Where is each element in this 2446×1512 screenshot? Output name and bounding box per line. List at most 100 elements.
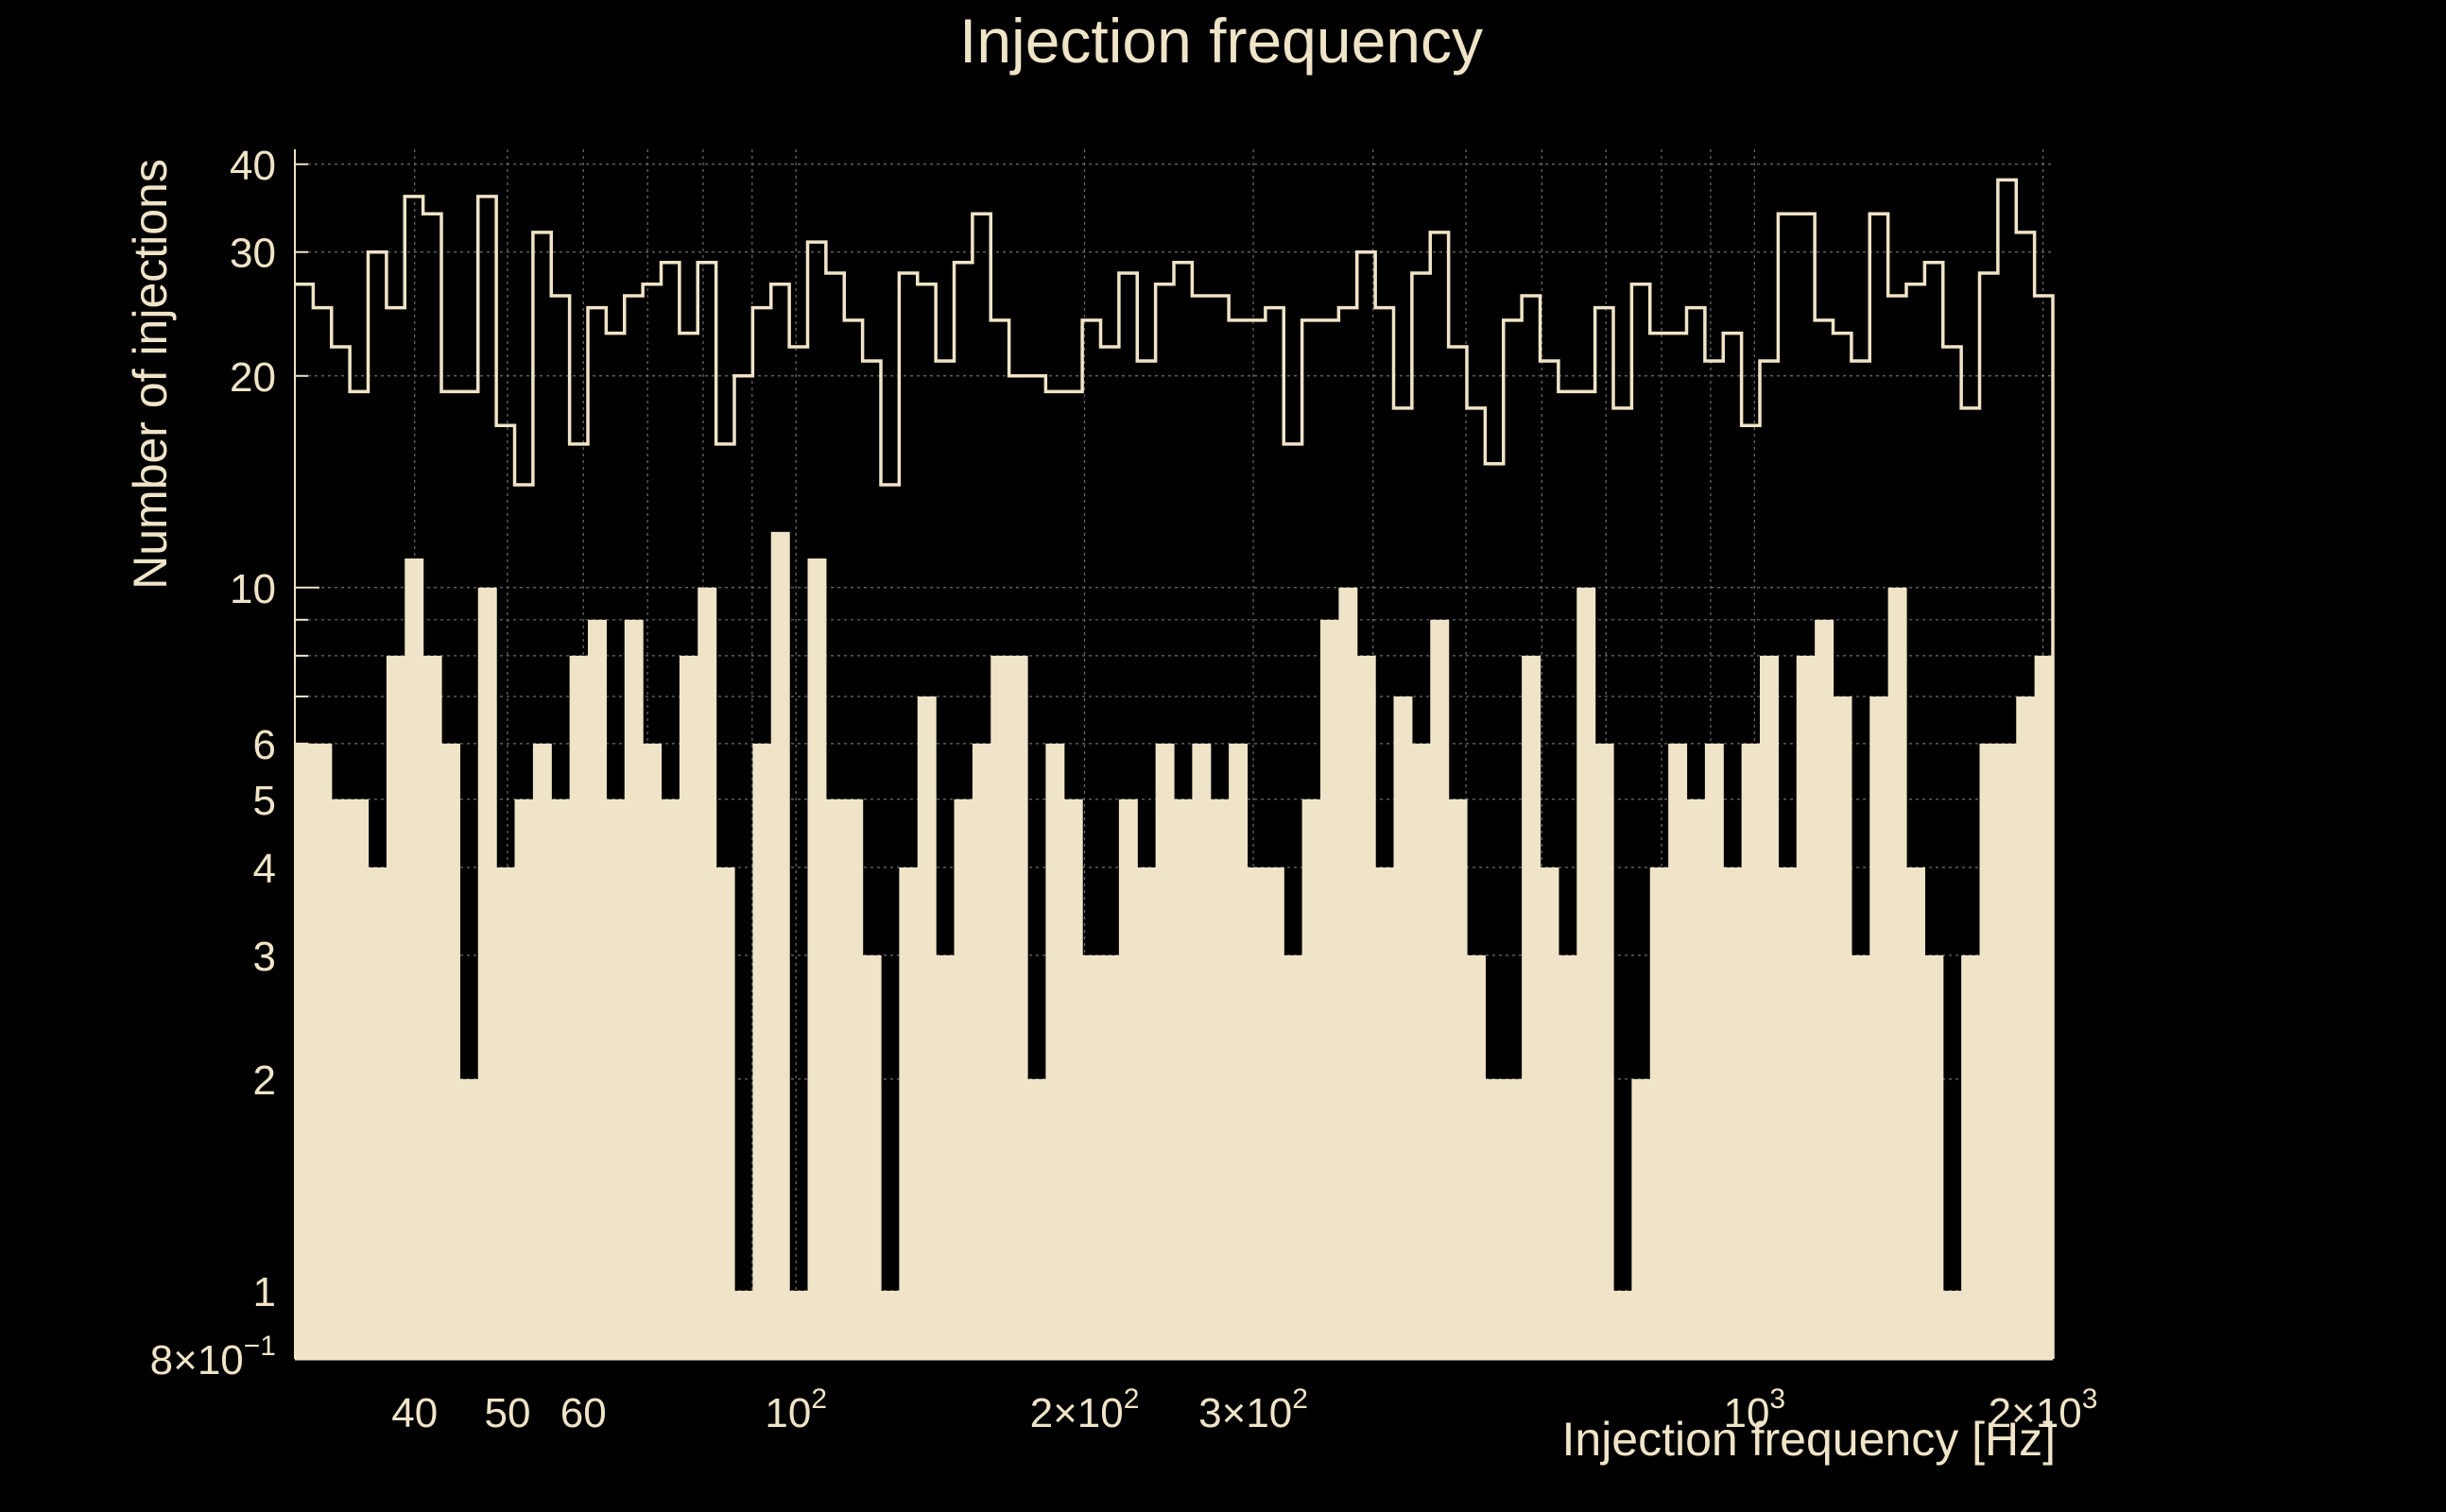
y-tick-label: 10: [230, 566, 276, 612]
histogram-bar: [1815, 619, 1834, 1359]
histogram-bar: [569, 655, 589, 1359]
outline-histogram-line: [295, 178, 2055, 1359]
histogram-bar: [350, 799, 370, 1359]
histogram-bar: [1485, 1078, 1505, 1359]
histogram-bar: [1594, 743, 1614, 1359]
chart-title: Injection frequency: [959, 6, 1483, 76]
histogram-bar: [1411, 743, 1431, 1359]
histogram-bar: [881, 1290, 900, 1359]
histogram-bar: [1833, 696, 1852, 1359]
histogram-bar: [1503, 1078, 1523, 1359]
histogram-bar: [862, 954, 882, 1359]
histogram-bar: [1558, 954, 1577, 1359]
histogram-bar: [990, 655, 1010, 1359]
histogram-bar: [1100, 954, 1120, 1359]
histogram-bar: [1210, 799, 1230, 1359]
histogram-bar: [1283, 954, 1303, 1359]
histogram-bar: [1887, 587, 1907, 1359]
histogram-bar: [551, 799, 571, 1359]
histogram-bar: [1741, 743, 1761, 1359]
histogram-bar: [972, 743, 991, 1359]
x-tick-label: 103: [1723, 1383, 1785, 1436]
histogram-bar: [1540, 867, 1559, 1359]
y-tick-label: 6: [253, 722, 276, 768]
histogram-bar: [1301, 799, 1321, 1359]
histogram-bar: [1063, 799, 1083, 1359]
y-tick-label: 1: [253, 1269, 276, 1315]
histogram-bar: [1247, 867, 1266, 1359]
x-tick-label: 3×102: [1198, 1383, 1308, 1436]
x-tick-label: 60: [560, 1390, 607, 1436]
histogram-bar: [734, 1290, 753, 1359]
histogram-bar: [1375, 867, 1395, 1359]
filled-histogram: [295, 531, 2054, 1359]
x-tick-labels: 40 50 60 102 2×102 3×102 103 2×103: [391, 1383, 2097, 1436]
histogram-bar: [1192, 743, 1212, 1359]
histogram-bar: [1906, 867, 1925, 1359]
histogram-bar: [313, 743, 333, 1359]
histogram-bar: [1155, 743, 1175, 1359]
histogram-bar: [1631, 1078, 1651, 1359]
histogram-bar: [715, 867, 735, 1359]
histogram-bar: [661, 799, 680, 1359]
x-tick-label: 50: [484, 1390, 530, 1436]
histogram-bar: [899, 867, 919, 1359]
histogram-bar: [807, 558, 827, 1359]
histogram-bar: [936, 954, 956, 1359]
y-tick-label: 5: [253, 778, 276, 824]
x-tick-label: 2×102: [1030, 1383, 1140, 1436]
histogram-bar: [1851, 954, 1870, 1359]
histogram-bar: [295, 743, 314, 1359]
histogram-bar: [368, 867, 388, 1359]
histogram-bar: [496, 867, 516, 1359]
histogram-bar: [1704, 743, 1724, 1359]
x-tick-label: 2×103: [1989, 1383, 2098, 1436]
histogram-bar: [698, 587, 717, 1359]
histogram-bar: [1613, 1290, 1632, 1359]
axes: [294, 149, 2053, 1361]
histogram-bar: [1649, 867, 1669, 1359]
histogram-bar: [1118, 799, 1138, 1359]
histogram-bar: [1082, 954, 1102, 1359]
histogram-bar: [1760, 655, 1779, 1359]
histogram-bar: [1576, 587, 1596, 1359]
histogram-bar: [514, 799, 534, 1359]
histogram-bar: [1467, 954, 1486, 1359]
x-tick-label: 102: [765, 1383, 827, 1436]
histogram-bar: [331, 799, 351, 1359]
histogram-bar: [1997, 743, 2017, 1359]
x-axis-label: Injection frequency [Hz]: [1562, 1413, 2057, 1466]
histogram-bar: [532, 743, 552, 1359]
histogram-bar: [954, 799, 973, 1359]
histogram-bar: [459, 1078, 479, 1359]
histogram-bar: [917, 696, 937, 1359]
histogram-bar: [1522, 655, 1542, 1359]
histogram-bar: [789, 1290, 809, 1359]
histogram-bar: [1356, 655, 1376, 1359]
histogram-bar: [1265, 867, 1284, 1359]
histogram-bar: [1008, 655, 1028, 1359]
histogram-bar: [2034, 655, 2054, 1359]
histogram-bar: [1137, 867, 1157, 1359]
histogram-bar: [679, 655, 698, 1359]
histogram-bar: [477, 587, 497, 1359]
histogram-bar: [1448, 799, 1468, 1359]
histogram-bar: [624, 619, 644, 1359]
histogram-bar: [1174, 799, 1193, 1359]
histogram-bar: [2016, 696, 2036, 1359]
histogram-bar: [844, 799, 864, 1359]
x-tick-label: 40: [391, 1390, 438, 1436]
y-tick-label: 4: [253, 846, 276, 892]
histogram-bar: [1686, 799, 1706, 1359]
histogram-bar: [606, 799, 626, 1359]
y-tick-labels: 8×10−1 1 2 3 4 5 6 10 20 30 40: [150, 143, 276, 1383]
histogram-bar: [770, 531, 790, 1359]
y-tick-label: 3: [253, 934, 276, 980]
histogram-bar: [1668, 743, 1688, 1359]
y-tick-label: 8×10−1: [150, 1331, 276, 1383]
histogram-bar: [752, 743, 772, 1359]
histogram-bar: [1796, 655, 1816, 1359]
histogram-bar: [643, 743, 663, 1359]
y-axis-label: Number of injections: [124, 159, 177, 590]
